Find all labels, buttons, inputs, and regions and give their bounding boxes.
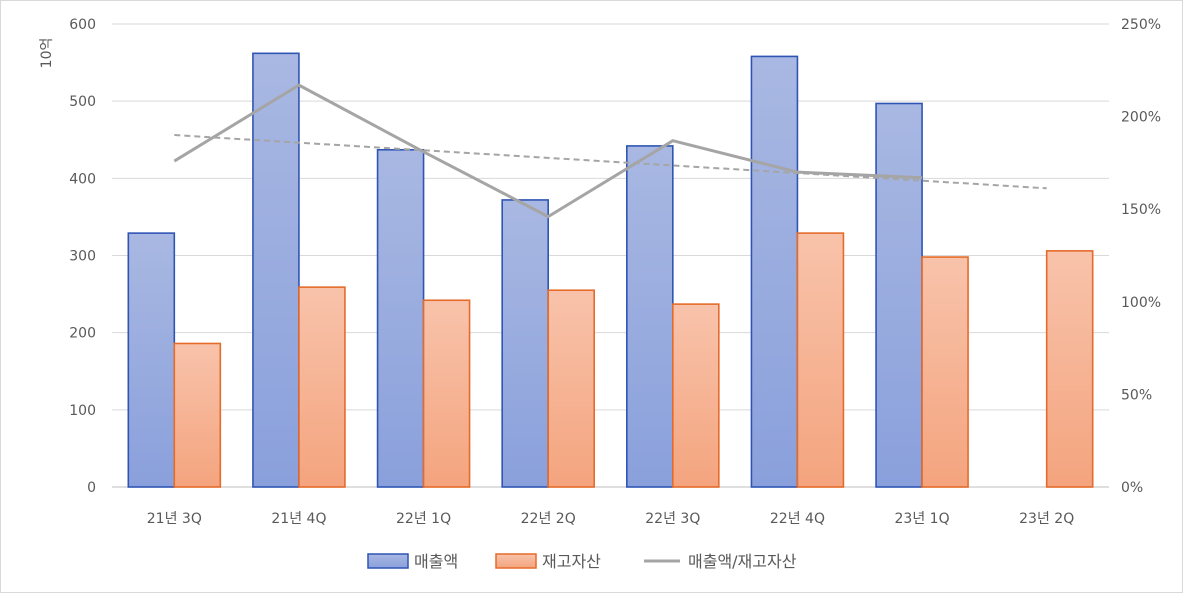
axis-ticks: 0 100 200 300 400 500 600 0% 50% 100% 150% 200% 250%…: [69, 17, 1161, 527]
legend: 매출액 재고자산 매출액/재고자산: [367, 552, 797, 571]
bar: [252, 52, 300, 488]
bar: [796, 232, 845, 488]
x-tick-label: 21년 3Q: [147, 511, 202, 527]
legend-label: 매출액: [414, 552, 458, 571]
y-right-tick-label: 250%: [1121, 17, 1161, 33]
y-left-tick-label: 500: [69, 94, 96, 110]
bar: [626, 145, 674, 488]
y-left-tick-label: 400: [69, 171, 96, 187]
bar: [501, 199, 549, 488]
y-right-tick-label: 200%: [1121, 110, 1161, 126]
bars: [127, 52, 1094, 488]
bar: [127, 232, 176, 488]
y-left-tick-label: 100: [69, 403, 96, 419]
bar: [1045, 250, 1094, 488]
x-tick-label: 22년 3Q: [645, 511, 700, 527]
x-tick-label: 23년 1Q: [895, 511, 950, 527]
bar: [422, 299, 471, 488]
x-tick-label: 22년 1Q: [396, 511, 451, 527]
ratio-line: [173, 83, 1047, 219]
legend-label: 재고자산: [542, 552, 601, 571]
y-right-tick-label: 100%: [1121, 295, 1161, 311]
bar: [547, 289, 595, 488]
bar: [173, 342, 222, 488]
legend-label: 매출액/재고자산: [688, 552, 797, 571]
bar: [921, 256, 969, 488]
trendline: [174, 134, 1047, 190]
x-tick-label: 22년 4Q: [770, 511, 825, 527]
y-right-tick-label: 50%: [1121, 387, 1152, 403]
y-left-tick-label: 200: [69, 326, 96, 342]
bar: [875, 102, 923, 488]
x-tick-label: 21년 4Q: [271, 511, 326, 527]
y-right-tick-label: 0%: [1121, 480, 1143, 496]
y-left-tick-label: 0: [87, 480, 96, 496]
bar: [298, 286, 346, 488]
y-left-tick-label: 300: [69, 249, 96, 265]
bar: [376, 148, 425, 488]
legend-swatch: [495, 553, 537, 569]
bar: [672, 303, 720, 488]
legend-swatch: [367, 553, 409, 569]
x-tick-label: 22년 2Q: [521, 511, 576, 527]
bar: [750, 55, 799, 488]
y-axis-left-title: 10억: [39, 38, 55, 69]
y-right-tick-label: 150%: [1121, 202, 1161, 218]
x-tick-label: 23년 2Q: [1019, 511, 1074, 527]
y-left-tick-label: 600: [69, 17, 96, 33]
